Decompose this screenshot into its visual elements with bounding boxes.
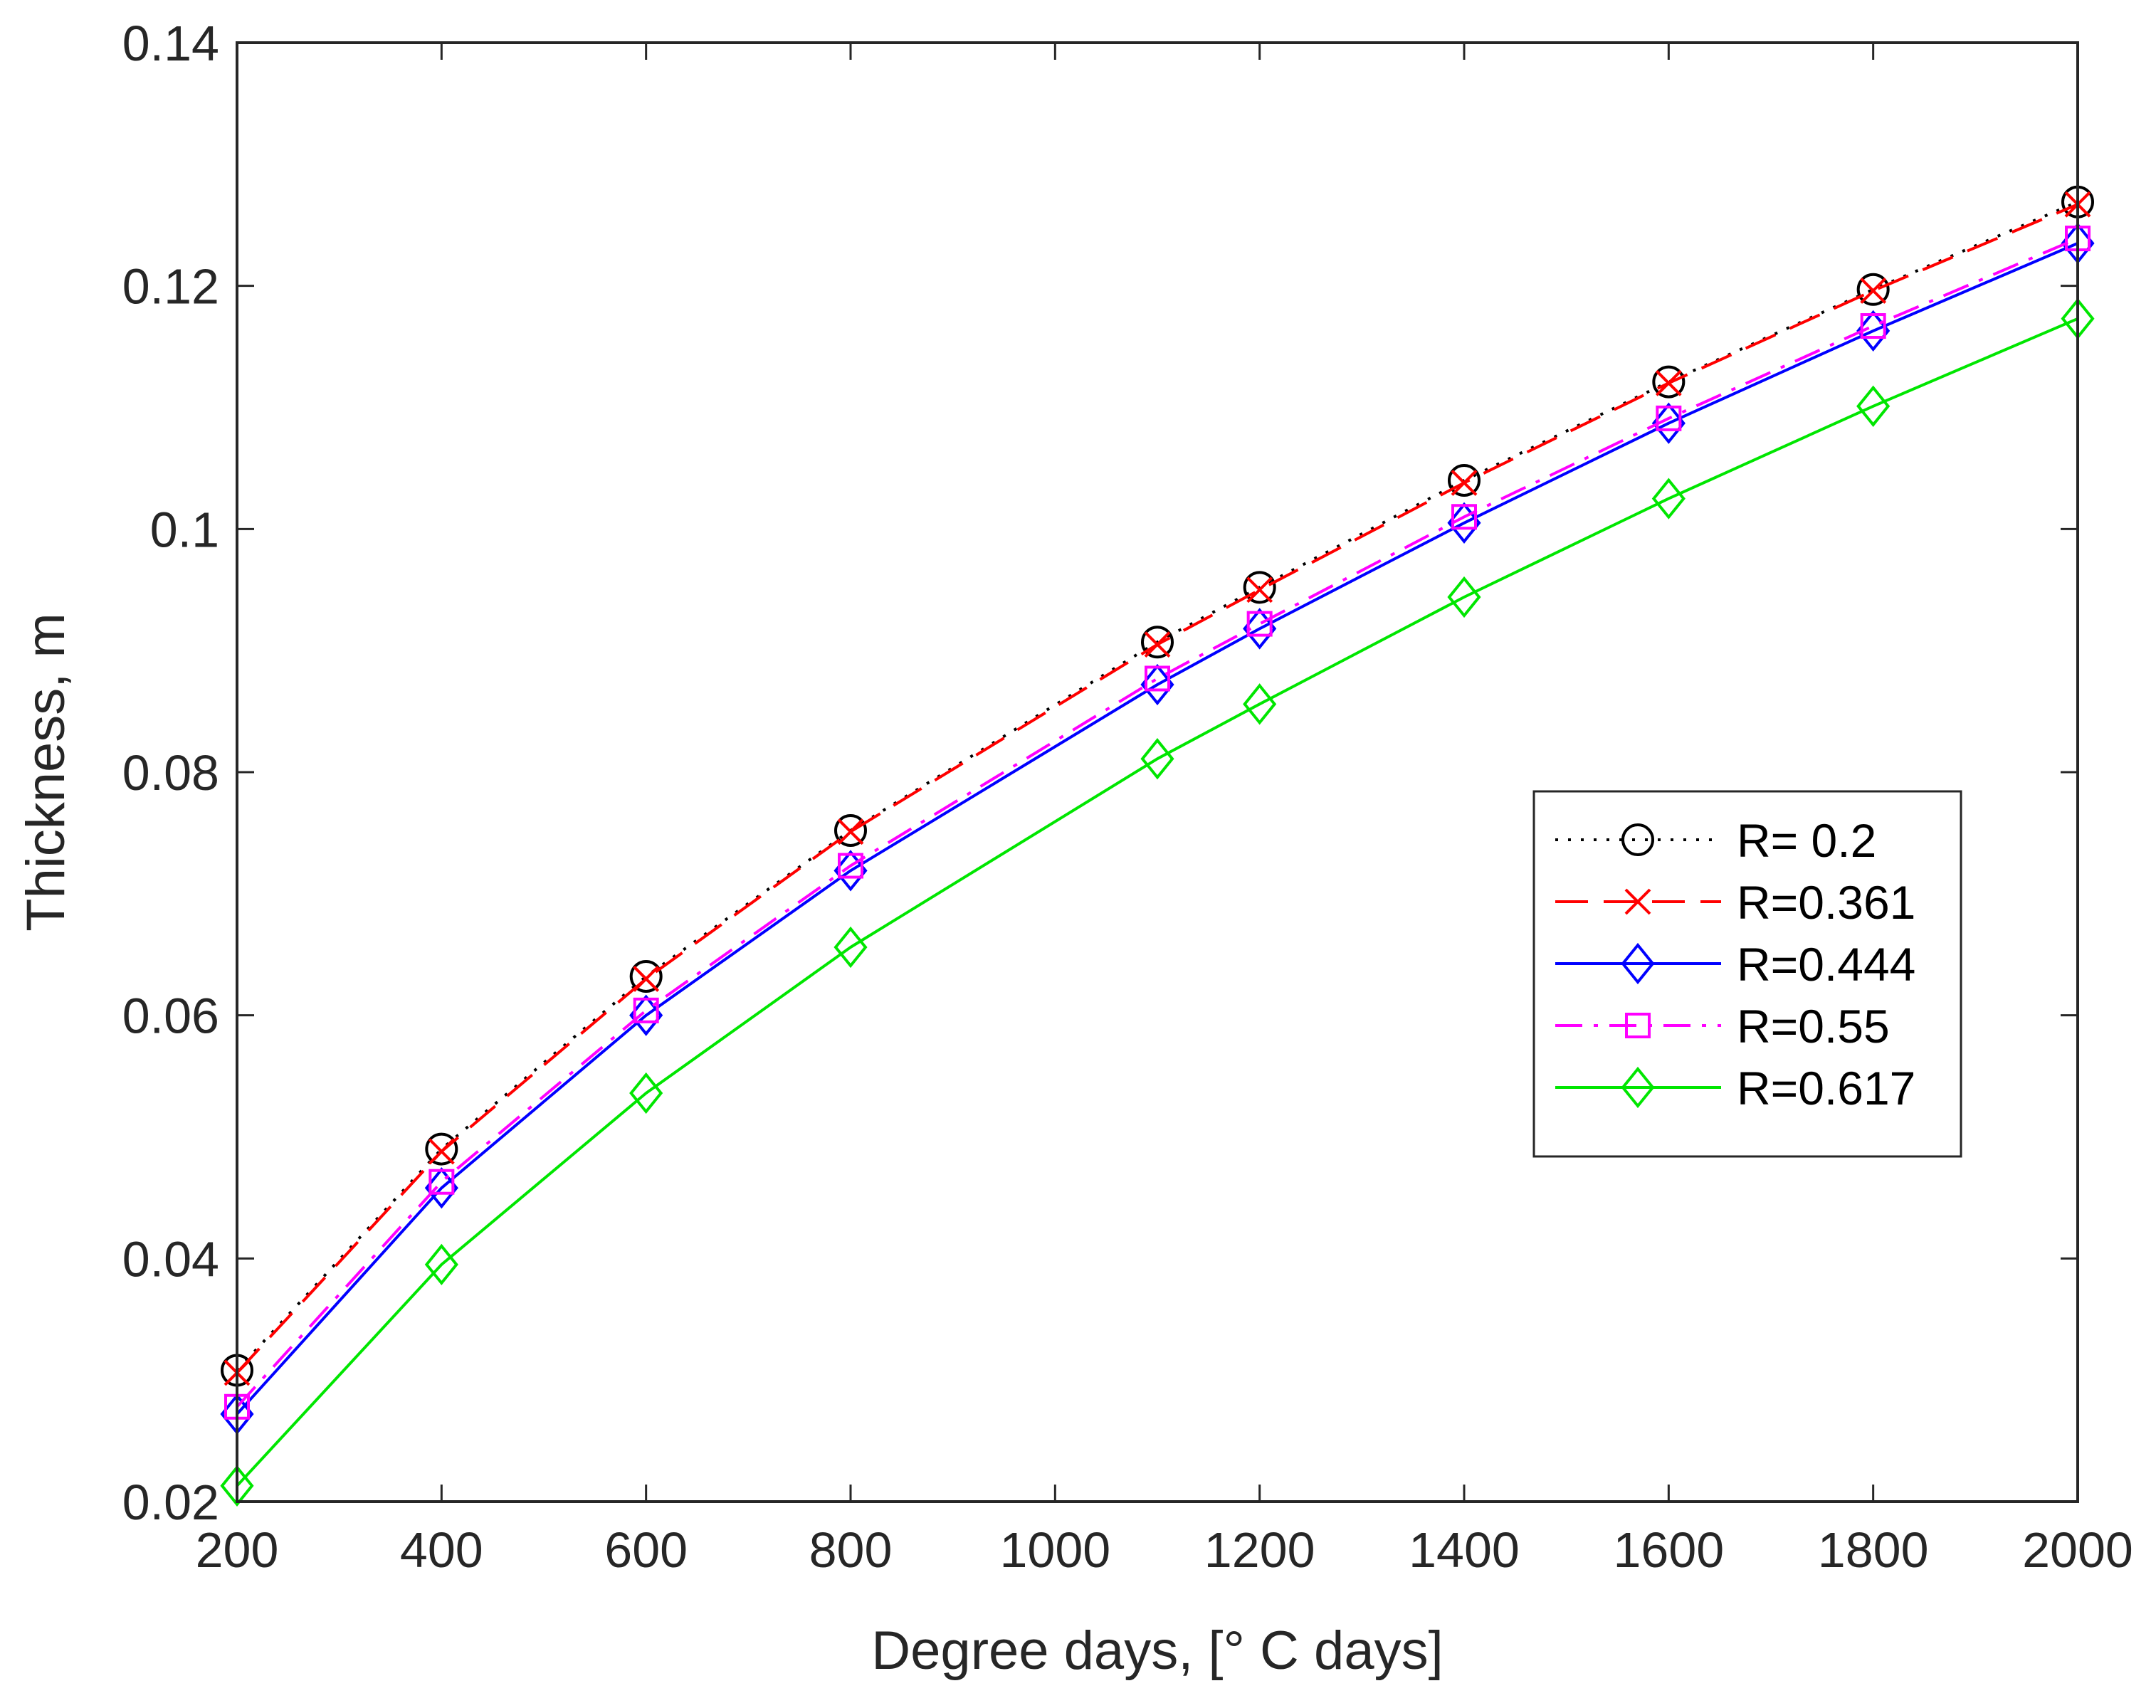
data-point — [428, 1169, 455, 1195]
x-tick-label: 800 — [809, 1522, 893, 1578]
legend-entry: R=0.55 — [1555, 1000, 1890, 1053]
legend-marker — [1621, 1066, 1655, 1109]
y-tick-label: 0.04 — [122, 1231, 219, 1287]
data-point — [425, 1132, 458, 1166]
x-tick-label: 1600 — [1613, 1522, 1724, 1578]
data-point — [834, 926, 868, 969]
data-point — [424, 1243, 458, 1286]
legend-marker — [1621, 942, 1655, 985]
data-point — [629, 960, 663, 993]
x-axis-label: Degree days, [° C days] — [871, 1620, 1443, 1681]
x-tick-label: 1200 — [1204, 1522, 1315, 1578]
x-tick-label: 1400 — [1409, 1522, 1520, 1578]
y-tick-label: 0.1 — [150, 502, 219, 557]
x-tick-label: 1800 — [1818, 1522, 1929, 1578]
legend-entry: R=0.617 — [1555, 1062, 1915, 1114]
legend: R= 0.2 R=0.361 R=0.444 R=0.55 R=0.617 — [1532, 790, 1962, 1158]
y-tick-label: 0.02 — [122, 1475, 219, 1530]
data-point — [1243, 571, 1276, 604]
data-point — [220, 1465, 254, 1507]
data-point — [1652, 365, 1686, 399]
data-point — [838, 853, 863, 879]
data-point — [1856, 385, 1891, 427]
data-point — [1448, 464, 1481, 497]
y-tick-label: 0.12 — [122, 259, 219, 315]
series-1 — [221, 185, 2094, 1387]
y-tick-label: 0.06 — [122, 989, 219, 1044]
y-tick-label: 0.08 — [122, 745, 219, 801]
data-point — [1860, 278, 1887, 304]
y-tick-label: 0.14 — [122, 16, 219, 71]
legend-marker — [1621, 823, 1654, 856]
data-point — [1141, 626, 1174, 659]
y-axis-label: Thickness, m — [16, 613, 76, 932]
data-point — [1856, 273, 1890, 306]
legend-marker — [1624, 888, 1651, 915]
legend-entry: R=0.444 — [1555, 938, 1915, 991]
data-point — [633, 966, 660, 992]
legend-label: R=0.361 — [1737, 876, 1915, 929]
data-point — [1243, 683, 1277, 725]
legend-entry: R=0.361 — [1555, 876, 1915, 929]
series-line — [236, 203, 2078, 1374]
series-line — [236, 237, 2078, 1408]
data-point — [629, 1072, 663, 1114]
data-point — [1144, 631, 1171, 658]
legend-label: R= 0.2 — [1737, 814, 1876, 867]
data-point — [834, 814, 867, 847]
data-point — [633, 997, 659, 1023]
legend-label: R=0.55 — [1737, 1000, 1890, 1053]
legend-marker — [1625, 1013, 1651, 1038]
data-point — [1447, 576, 1481, 618]
data-point — [428, 1138, 455, 1165]
series-layer — [220, 185, 2095, 1507]
data-point — [837, 818, 864, 845]
data-point — [1246, 576, 1273, 603]
legend-box — [1532, 790, 1962, 1158]
x-tick-label: 1000 — [999, 1522, 1110, 1578]
data-point — [1656, 405, 1682, 431]
data-point — [1145, 665, 1170, 692]
x-tick-label: 600 — [604, 1522, 688, 1578]
x-tick-label: 400 — [400, 1522, 483, 1578]
data-point — [1655, 369, 1682, 396]
x-tick-label: 200 — [196, 1522, 279, 1578]
data-point — [1140, 738, 1174, 780]
legend-label: R=0.617 — [1737, 1062, 1915, 1114]
legend-label: R=0.444 — [1737, 938, 1915, 991]
series-line — [236, 317, 2078, 1487]
data-point — [1451, 470, 1478, 496]
data-point — [1860, 313, 1886, 339]
data-point — [1651, 478, 1686, 520]
data-point — [1451, 504, 1477, 530]
x-tick-label: 2000 — [2022, 1522, 2133, 1578]
series-line — [236, 242, 2078, 1416]
series-5 — [220, 297, 2095, 1507]
data-point — [1246, 611, 1273, 637]
legend-entry: R= 0.2 — [1555, 814, 1876, 867]
tick-layer: 200 400 600 800 1000 1200 1400 1600 1800 2000 0.02… — [122, 16, 2133, 1578]
